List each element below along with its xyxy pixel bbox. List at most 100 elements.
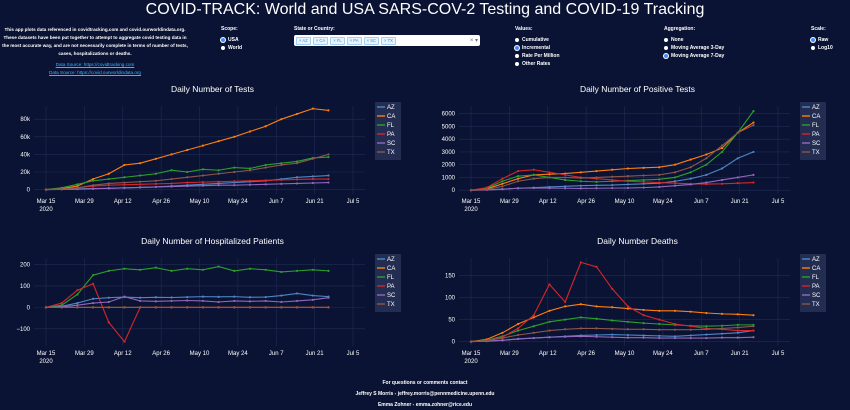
chip-ca[interactable]: × CA — [312, 36, 329, 45]
data-point-sc — [264, 183, 267, 186]
x-tick-label: Jun 7 — [694, 351, 709, 357]
values-option-rate[interactable]: Rate Per Million — [515, 52, 560, 60]
chip-az[interactable]: × AZ — [296, 36, 311, 45]
data-point-pa — [564, 300, 567, 304]
legend-label[interactable]: CA — [812, 266, 820, 272]
radio-icon[interactable] — [221, 46, 225, 50]
data-point-az — [595, 333, 598, 337]
values-option-incremental[interactable]: Incremental — [515, 44, 560, 52]
legend-label[interactable]: AZ — [812, 105, 820, 111]
clear-icon[interactable]: × ▾ — [469, 38, 478, 44]
data-point-fl — [611, 319, 614, 322]
data-point-ca — [501, 182, 504, 185]
data-source-link-2[interactable]: Data Source: https://covid.ourworldindat… — [49, 70, 141, 75]
scale-option-log10[interactable]: Log10 — [811, 44, 833, 52]
data-point-pa — [170, 182, 173, 185]
legend-label[interactable]: PA — [387, 132, 395, 138]
legend-label[interactable]: AZ — [812, 257, 820, 263]
legend-label[interactable]: TX — [812, 150, 820, 156]
x-tick-label: Jul 5 — [772, 199, 785, 205]
x-tick-label: Jun 7 — [269, 199, 284, 205]
data-point-pa — [107, 184, 110, 187]
scope-option-world[interactable]: World — [221, 44, 242, 52]
scope-label: Scope: — [221, 26, 238, 32]
scope-option-usa[interactable]: USA — [221, 36, 242, 44]
data-point-sc — [720, 178, 724, 182]
radio-icon[interactable] — [515, 38, 519, 42]
legend-label[interactable]: FL — [812, 123, 820, 129]
chart-svg[interactable]: 0 50 100 150 Mar 15 Mar 29 Apr 12 Apr 26 May 10 M… — [425, 236, 850, 366]
data-point-sc — [673, 184, 677, 187]
radio-icon[interactable] — [515, 46, 519, 50]
legend-label[interactable]: SC — [812, 141, 821, 147]
data-point-sc — [501, 339, 504, 342]
chart-svg[interactable]: 0 20k 40k 60k 80k Mar 15 Mar 29 Apr 12 Apr 26 May… — [0, 84, 425, 214]
y-tick-label: 2000 — [442, 163, 456, 169]
data-point-sc — [123, 295, 126, 298]
legend-label[interactable]: AZ — [387, 257, 395, 263]
chart-svg[interactable]: 0 1000 2000 3000 4000 5000 6000 Mar 15 Mar 29 Apr… — [425, 84, 850, 214]
radio-icon[interactable] — [515, 54, 519, 58]
legend-label[interactable]: TX — [387, 150, 395, 156]
footer-email-1[interactable]: Jeffrey S Morris - jeffrey.morris@pennme… — [355, 391, 495, 397]
legend-label[interactable]: TX — [812, 302, 820, 308]
legend-label[interactable]: CA — [812, 114, 820, 120]
radio-icon[interactable] — [811, 38, 815, 42]
data-point-ca — [217, 140, 220, 143]
radio-icon[interactable] — [664, 38, 668, 42]
chip-tx[interactable]: × TX — [381, 36, 396, 45]
legend-label[interactable]: FL — [812, 275, 820, 281]
legend-label[interactable]: PA — [387, 284, 395, 290]
data-point-sc — [186, 184, 189, 188]
aggregation-option-none[interactable]: None — [664, 36, 724, 44]
legend-label[interactable]: AZ — [387, 105, 395, 111]
legend-label[interactable]: TX — [387, 302, 395, 308]
data-point-tx — [673, 328, 677, 331]
chart-svg[interactable]: −100 0 100 200 Mar 15 Mar 29 Apr 12 Apr 26 May 1… — [0, 236, 425, 366]
radio-icon[interactable] — [515, 62, 519, 66]
radio-icon[interactable] — [221, 38, 225, 42]
aggregation-option-ma7[interactable]: Moving Average 7-Day — [664, 52, 724, 60]
legend-label[interactable]: PA — [812, 284, 820, 290]
radio-icon[interactable] — [664, 54, 668, 58]
data-point-tx — [579, 176, 582, 180]
radio-icon[interactable] — [811, 46, 815, 50]
data-point-fl — [139, 174, 142, 177]
footer-email-2[interactable]: Emma Zohner - emma.zohner@rice.edu — [377, 402, 473, 408]
data-point-sc — [280, 300, 283, 304]
legend-label[interactable]: SC — [812, 293, 821, 299]
footer-contact: For questions or comments contact — [382, 380, 468, 386]
chip-fl[interactable]: × FL — [330, 36, 345, 45]
legend-label[interactable]: SC — [387, 141, 396, 147]
legend-label[interactable]: CA — [387, 266, 395, 272]
data-point-fl — [752, 110, 755, 113]
data-point-az — [720, 167, 724, 170]
data-point-fl — [658, 322, 661, 326]
data-source-link-1[interactable]: Data Source: https://covidtracking.com — [55, 62, 135, 67]
aggregation-option-ma3[interactable]: Moving Average 3-Day — [664, 44, 724, 52]
data-point-sc — [501, 188, 504, 191]
data-point-ca — [642, 166, 645, 169]
data-point-tx — [123, 181, 126, 184]
values-option-other[interactable]: Other Rates — [515, 60, 560, 68]
legend-label[interactable]: CA — [387, 114, 395, 120]
data-point-sc — [658, 185, 661, 189]
chip-pa[interactable]: × PA — [346, 36, 362, 45]
data-point-sc — [170, 185, 173, 188]
state-multiselect[interactable]: × AZ × CA × FL × PA × SC × TX × ▾ — [294, 35, 480, 46]
data-point-pa — [233, 180, 236, 183]
scale-option-raw[interactable]: Raw — [811, 36, 833, 44]
legend-label[interactable]: SC — [387, 293, 396, 299]
x-tick-label: May 24 — [228, 199, 248, 205]
intro-panel: This app plots data referenced in covidt… — [2, 26, 188, 77]
legend-label[interactable]: FL — [387, 275, 395, 281]
chip-sc[interactable]: × SC — [363, 36, 380, 45]
data-point-tx — [469, 340, 473, 343]
legend-label[interactable]: FL — [387, 123, 395, 129]
values-option-cumulative[interactable]: Cumulative — [515, 36, 560, 44]
data-point-fl — [642, 178, 645, 182]
legend-label[interactable]: PA — [812, 132, 820, 138]
radio-icon[interactable] — [664, 46, 668, 50]
values-control: Values: Cumulative Incremental Rate Per … — [515, 26, 560, 68]
intro-text: This app plots data referenced in covidt… — [2, 27, 188, 56]
